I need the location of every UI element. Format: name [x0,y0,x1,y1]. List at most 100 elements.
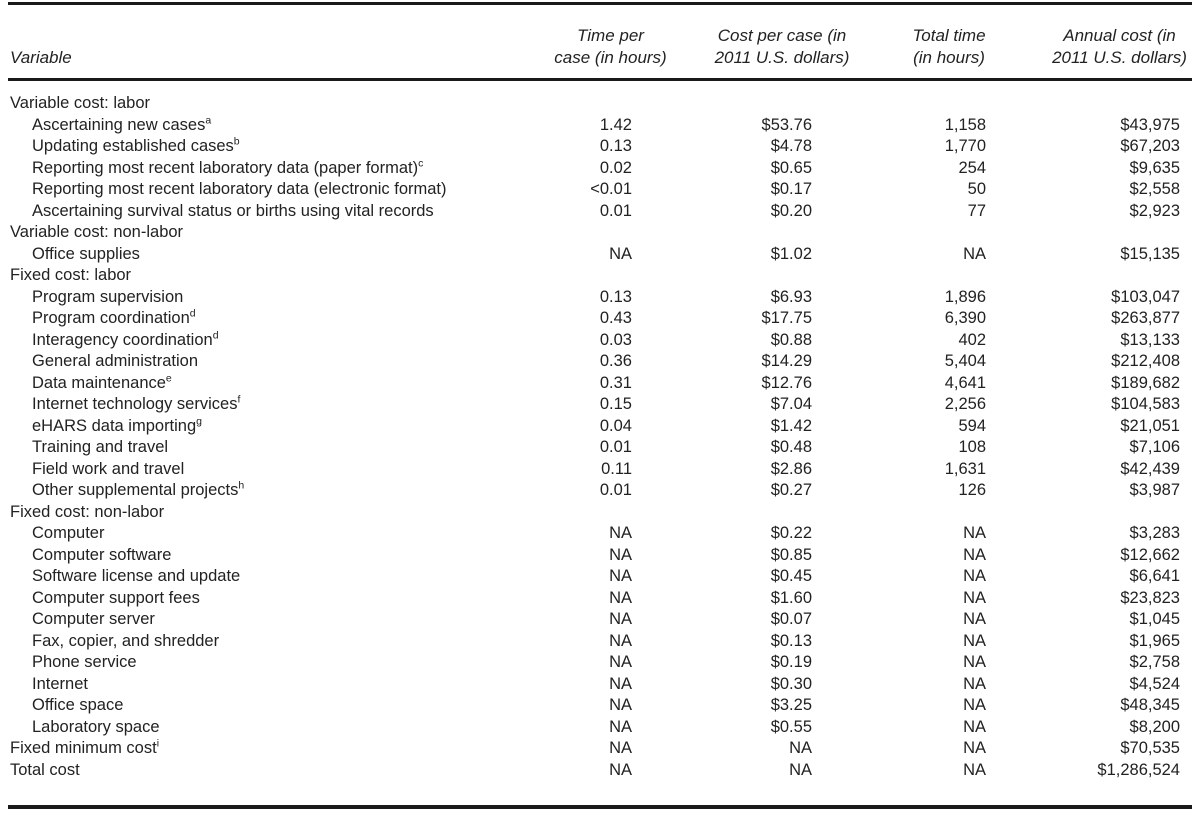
col-header-annual-cost: Annual cost (in 2011 U.S. dollars) [1052,26,1187,67]
cell-time-per-case: 0.11 [601,459,632,478]
cell-annual-cost: $43,975 [1120,115,1180,134]
cell-time-per-case: NA [609,674,632,693]
row-label: Computer support fees [32,588,200,607]
table-header: Variable Time per case (in hours) Cost p… [8,4,1192,80]
row-label: Training and travel [32,438,169,456]
cell-cost-per-case: $2.86 [770,459,812,478]
footnote-marker: g [196,415,203,427]
cell-total-time: 594 [958,416,986,435]
cell-annual-cost: $1,965 [1129,631,1180,650]
cell-cost-per-case: $0.20 [770,201,812,220]
cell-cost-per-case: $0.17 [770,180,812,198]
table-row: Program coordinationd 0.43 $17.75 6,390 $263… [8,308,1192,330]
cell-annual-cost: $3,283 [1129,524,1180,542]
cell-total-time: NA [963,631,986,650]
table-row: Ascertaining new casesa 1.42 $53.76 1,158 $4… [8,115,1192,137]
table-row: Reporting most recent laboratory data (p… [8,158,1192,180]
table-row: Internet NA $0.30 NA $4,524 [8,674,1192,696]
section-label: Variable cost: labor [10,94,151,112]
cell-time-per-case: 0.04 [599,416,632,435]
table-body: Variable cost: labor Ascertaining new cas… [8,80,1192,808]
cell-cost-per-case: $0.88 [770,330,812,349]
cell-cost-per-case: $0.85 [770,545,812,564]
table-row: Field work and travel 0.11 $2.86 1,631 $42,4… [8,459,1192,481]
col-header-cost-per-case: Cost per case (in 2011 U.S. dollars) [714,26,850,67]
table-row: Updating established casesb 0.13 $4.78 1,77… [8,136,1192,158]
cell-total-time: 4,641 [944,373,986,392]
cell-time-per-case: <0.01 [590,180,632,198]
row-label: Updating established casesb [32,136,240,155]
cell-total-time [869,502,994,524]
cell-cost-per-case: $0.07 [770,610,812,628]
cell-annual-cost [994,502,1192,524]
row-label: Phone service [32,653,137,671]
cell-cost-per-case: $0.30 [770,674,812,693]
cell-cost-per-case: $0.45 [770,567,812,585]
cell-annual-cost: $1,286,524 [1097,760,1180,779]
table-row: Computer software NA $0.85 NA $12,662 [8,545,1192,567]
cell-time-per-case: 0.13 [599,137,632,155]
section-header-row: Fixed cost: non-labor [8,502,1192,524]
cell-total-time [869,265,994,287]
cell-time-per-case: NA [609,717,632,736]
row-label: eHARS data importingg [32,415,203,435]
table-row: Data maintenancee 0.31 $12.76 4,641 $189,682 [8,373,1192,395]
cell-total-time: 5,404 [944,352,986,370]
cell-time-per-case: NA [609,739,632,757]
table-row: Fax, copier, and shredder NA $0.13 NA $1,965 [8,631,1192,653]
footnote-marker: c [418,157,424,169]
cell-annual-cost: $263,877 [1111,309,1180,327]
cell-total-time: NA [963,653,986,671]
cell-annual-cost: $48,345 [1120,696,1180,714]
cell-annual-cost: $13,133 [1120,330,1180,349]
cell-total-time: NA [963,244,986,263]
cell-annual-cost: $189,682 [1111,373,1180,392]
table-row: Office space NA $3.25 NA $48,345 [8,695,1192,717]
row-label: Ascertaining new casesa [32,114,212,134]
cell-time-per-case: NA [609,588,632,607]
cell-cost-per-case: $0.22 [770,524,812,542]
cell-time-per-case: 0.03 [599,330,632,349]
cell-cost-per-case: $1.60 [770,588,812,607]
footnote-marker: d [212,329,219,341]
cell-cost-per-case: $14.29 [761,352,812,370]
table-row: Training and travel 0.01 $0.48 108 $7,106 [8,437,1192,459]
row-label: Field work and travel [32,459,185,478]
section-label: Fixed cost: non-labor [10,502,165,521]
cell-total-time: 1,770 [944,137,986,155]
cell-cost-per-case [674,265,869,287]
cell-time-per-case [528,502,674,524]
cell-time-per-case: NA [609,567,632,585]
table-row: Program supervision 0.13 $6.93 1,896 $103,04… [8,287,1192,309]
section-header-row: Fixed cost: labor [8,265,1192,287]
cell-annual-cost: $42,439 [1120,459,1180,478]
cell-annual-cost: $2,923 [1129,201,1180,220]
cell-time-per-case: NA [609,610,632,628]
cell-annual-cost: $6,641 [1129,567,1180,585]
cell-time-per-case: NA [609,631,632,650]
footnote-marker: b [233,136,240,148]
cell-total-time: NA [963,760,986,779]
cell-time-per-case: 0.13 [599,287,632,306]
cell-time-per-case: 0.36 [599,352,632,370]
cell-total-time: 2,256 [944,395,986,413]
row-label: Program coordinationd [32,308,196,327]
cell-total-time: NA [963,610,986,628]
cell-cost-per-case [674,222,869,244]
cell-cost-per-case: $12.76 [761,373,812,392]
row-label: Computer software [32,545,172,564]
cell-total-time: 1,896 [944,287,986,306]
row-label: Fax, copier, and shredder [32,631,220,650]
row-label: Internet technology servicesf [32,394,241,413]
table-row: Interagency coordinationd 0.03 $0.88 402 $13… [8,330,1192,352]
table-row: Fixed minimum costi NA NA NA $70,535 [8,738,1192,760]
cell-annual-cost [994,222,1192,244]
cell-annual-cost: $103,047 [1111,287,1180,306]
section-header-row: Variable cost: non-labor [8,222,1192,244]
cell-time-per-case: 0.15 [599,395,632,413]
cell-cost-per-case: $7.04 [770,395,812,413]
cell-cost-per-case: NA [789,760,812,779]
cell-annual-cost: $2,758 [1129,653,1180,671]
row-label: Computer [32,524,105,542]
cell-time-per-case: 0.01 [599,201,632,220]
